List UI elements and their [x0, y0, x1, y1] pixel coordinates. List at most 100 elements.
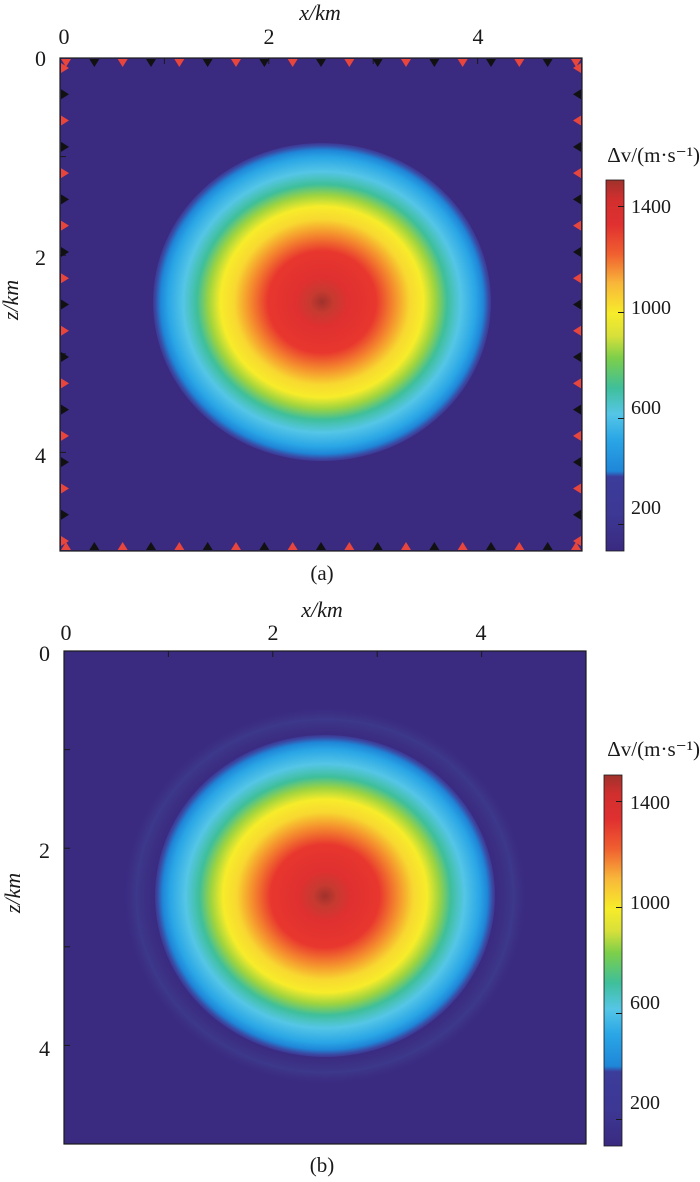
panel-caption-b: (b) — [310, 1153, 335, 1177]
velocity-anomaly-b — [155, 735, 495, 1057]
receiver-marker — [486, 59, 496, 67]
receiver-marker — [573, 299, 581, 310]
x-tick-label: 0 — [59, 24, 70, 49]
receiver-marker — [573, 141, 581, 152]
panel-b: 0 2 4 x/km 0 2 4 z/km (b) Δv/(m·s⁻¹) 140… — [0, 597, 700, 1177]
source-marker — [573, 378, 581, 389]
source-marker — [573, 536, 581, 546]
source-marker — [61, 273, 69, 284]
source-receiver-markers — [61, 59, 581, 550]
colorbar-tick-label: 1400 — [631, 196, 671, 218]
receiver-marker — [61, 299, 69, 310]
y-tick-label: 0 — [39, 641, 50, 666]
receiver-marker — [146, 542, 156, 550]
x-axis-label: x/km — [298, 0, 341, 25]
source-marker — [401, 59, 411, 67]
panel-caption-a: (a) — [310, 561, 333, 585]
colorbar-tick-label: 1000 — [630, 892, 670, 914]
source-marker — [573, 325, 581, 336]
y-axis-label: z/km — [0, 280, 23, 321]
y-tick-label: 0 — [35, 46, 46, 71]
receiver-marker — [542, 59, 553, 67]
velocity-anomaly-a — [153, 143, 491, 461]
x-tick-label: 4 — [476, 620, 487, 645]
source-marker — [401, 542, 411, 550]
x-tick-label: 2 — [268, 620, 279, 645]
source-marker — [231, 59, 241, 67]
receiver-marker — [573, 246, 581, 257]
colorbar-tick-label: 600 — [631, 397, 661, 419]
source-marker — [61, 220, 69, 231]
colorbar-b — [603, 774, 623, 1147]
receiver-marker — [429, 59, 440, 67]
receiver-marker — [573, 457, 581, 468]
receiver-marker — [542, 542, 553, 550]
source-marker — [174, 59, 185, 67]
y-tick-label: 2 — [39, 838, 50, 863]
receiver-marker — [259, 59, 270, 67]
axis-ticks-a — [59, 57, 583, 552]
source-marker — [61, 59, 71, 67]
source-marker — [573, 63, 581, 73]
source-marker — [344, 59, 355, 67]
source-marker — [61, 63, 69, 73]
source-marker — [344, 542, 355, 550]
receiver-marker — [61, 509, 69, 520]
axis-ticks-b — [63, 650, 587, 1145]
source-marker — [287, 59, 298, 67]
receiver-marker — [202, 542, 213, 550]
source-marker — [61, 542, 71, 550]
receiver-marker — [61, 194, 69, 205]
receiver-marker — [61, 89, 69, 100]
receiver-marker — [89, 542, 100, 550]
source-marker — [231, 542, 241, 550]
source-marker — [571, 542, 581, 550]
receiver-marker — [372, 542, 383, 550]
source-marker — [61, 115, 69, 126]
source-marker — [61, 536, 69, 546]
colorbar-title-b: Δv/(m·s⁻¹) — [607, 737, 700, 761]
source-marker — [573, 115, 581, 126]
y-axis-label: z/km — [0, 873, 25, 914]
source-marker — [573, 273, 581, 284]
source-marker — [61, 325, 69, 336]
source-marker — [514, 542, 525, 550]
source-marker — [457, 59, 468, 67]
source-marker — [61, 378, 69, 389]
panel-a: 0 2 4 x/km 0 2 4 z/km (a) Δv/(m·s⁻¹) 140… — [0, 0, 700, 585]
source-marker — [457, 542, 468, 550]
source-marker — [61, 430, 69, 441]
colorbar-tick-label: 200 — [631, 497, 661, 519]
source-marker — [514, 59, 525, 67]
y-tick-label: 4 — [39, 1036, 50, 1061]
receiver-marker — [573, 352, 581, 363]
receiver-marker — [486, 542, 496, 550]
receiver-marker — [573, 194, 581, 205]
colorbar-tick-label: 1000 — [631, 297, 671, 319]
receiver-marker — [573, 89, 581, 100]
source-marker — [61, 483, 69, 494]
colorbar-title-a: Δv/(m·s⁻¹) — [607, 143, 700, 167]
colorbar-ticks-b — [616, 801, 622, 1120]
receiver-marker — [259, 542, 270, 550]
receiver-marker — [61, 352, 69, 363]
plot-frame-b — [63, 650, 587, 1145]
source-marker — [174, 542, 185, 550]
colorbar-tick-label: 200 — [630, 1092, 660, 1114]
receiver-marker — [573, 404, 581, 415]
receiver-marker — [61, 246, 69, 257]
source-marker — [573, 430, 581, 441]
colorbar-tick-label: 1400 — [630, 792, 670, 814]
source-marker — [117, 59, 128, 67]
receiver-marker — [372, 59, 383, 67]
x-tick-label: 2 — [264, 24, 275, 49]
source-marker — [573, 168, 581, 179]
receiver-marker — [202, 59, 213, 67]
receiver-marker — [316, 542, 326, 550]
source-marker — [571, 59, 581, 67]
receiver-marker — [146, 59, 156, 67]
receiver-marker — [61, 141, 69, 152]
plot-frame-a — [59, 57, 583, 552]
colorbar-a — [605, 179, 625, 552]
